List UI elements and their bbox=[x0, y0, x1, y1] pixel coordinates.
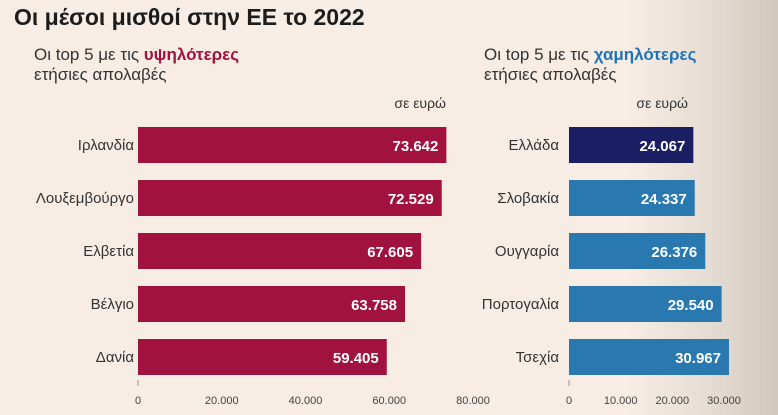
left-subtitle: Οι top 5 με τις υψηλότερες ετήσιες απολα… bbox=[34, 45, 239, 85]
high-value-label: 73.642 bbox=[392, 138, 438, 155]
low-tick-label: 20.000 bbox=[656, 395, 690, 407]
low-value-label: 26.376 bbox=[651, 244, 697, 261]
low-tick-label: 30.000 bbox=[707, 395, 741, 407]
high-value-label: 63.758 bbox=[351, 297, 397, 314]
high-value-label: 59.405 bbox=[333, 350, 379, 367]
high-unit-label: σε ευρώ bbox=[394, 95, 446, 111]
high-bar bbox=[138, 127, 447, 163]
high-category-label: Λουξεμβούργο bbox=[36, 190, 134, 207]
low-unit-label: σε ευρώ bbox=[636, 95, 688, 111]
high-bar bbox=[138, 339, 387, 375]
high-tick-label: 40.000 bbox=[289, 395, 323, 407]
high-category-label: Δανία bbox=[96, 349, 135, 366]
right-subtitle-highlight: χαμηλότερες bbox=[593, 45, 697, 64]
low-tick-label: 0 bbox=[566, 395, 572, 407]
high-value-label: 67.605 bbox=[367, 244, 413, 261]
high-tick-label: 20.000 bbox=[205, 395, 239, 407]
high-category-label: Βέλγιο bbox=[91, 296, 134, 313]
low-category-label: Τσεχία bbox=[516, 349, 560, 366]
low-category-label: Σλοβακία bbox=[497, 190, 559, 207]
low-value-label: 30.967 bbox=[675, 350, 721, 367]
right-subtitle-line2: ετήσιες απολαβές bbox=[484, 65, 617, 84]
low-value-label: 29.540 bbox=[668, 297, 714, 314]
high-bar bbox=[138, 180, 442, 216]
low-category-label: Ελλάδα bbox=[509, 137, 560, 154]
low-bar bbox=[569, 233, 706, 269]
low-tick-label: 10.000 bbox=[604, 395, 638, 407]
low-bar bbox=[569, 286, 722, 322]
low-bar bbox=[569, 339, 729, 375]
high-category-label: Ιρλανδία bbox=[78, 137, 135, 154]
low-value-label: 24.337 bbox=[641, 191, 687, 208]
low-value-label: 24.067 bbox=[639, 138, 685, 155]
low-category-label: Πορτογαλία bbox=[482, 296, 560, 313]
high-tick-label: 0 bbox=[135, 395, 141, 407]
high-value-label: 72.529 bbox=[388, 191, 434, 208]
left-subtitle-prefix: Οι top 5 με τις bbox=[34, 45, 144, 64]
low-bar bbox=[569, 180, 695, 216]
high-bar bbox=[138, 233, 422, 269]
high-tick-label: 60.000 bbox=[372, 395, 406, 407]
high-category-label: Ελβετία bbox=[83, 243, 134, 260]
page-title: Οι μέσοι μισθοί στην ΕΕ το 2022 bbox=[14, 4, 365, 30]
low-bar bbox=[569, 127, 694, 163]
high-tick-label: 80.000 bbox=[456, 395, 490, 407]
left-subtitle-line2: ετήσιες απολαβές bbox=[34, 65, 167, 84]
right-subtitle-prefix: Οι top 5 με τις bbox=[484, 45, 594, 64]
high-bar bbox=[138, 286, 405, 322]
low-category-label: Ουγγαρία bbox=[495, 243, 559, 260]
left-subtitle-highlight: υψηλότερες bbox=[143, 45, 240, 64]
right-subtitle: Οι top 5 με τις χαμηλότερες ετήσιες απολ… bbox=[484, 45, 696, 85]
